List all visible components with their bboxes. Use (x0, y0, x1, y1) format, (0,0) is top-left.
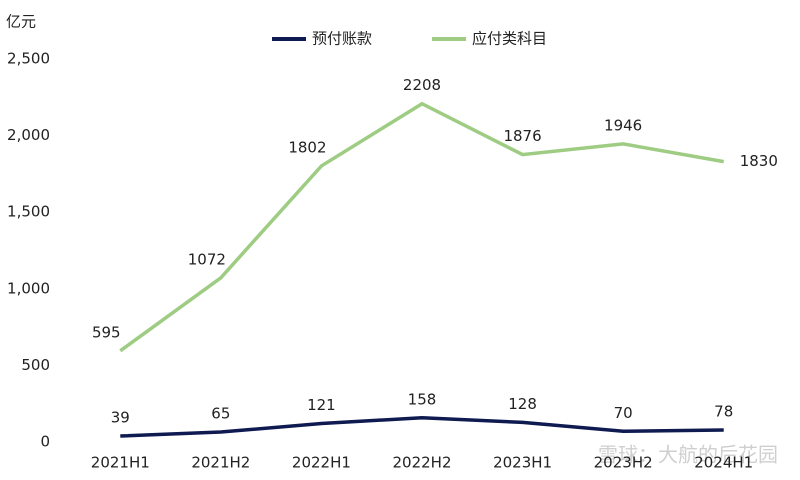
y-tick-label: 1,500 (7, 203, 50, 221)
x-tick-label: 2021H2 (191, 454, 250, 472)
legend-label: 应付类科目 (472, 30, 547, 48)
x-tick-label: 2022H2 (393, 454, 452, 472)
data-label: 70 (614, 404, 633, 422)
x-tick-label: 2024H1 (694, 454, 753, 472)
series-line (120, 416, 724, 438)
y-unit: 亿元 (6, 13, 36, 31)
data-label: 39 (111, 409, 130, 427)
y-tick-label: 1,000 (7, 279, 50, 297)
data-label: 1876 (503, 127, 541, 145)
x-tick-label: 2023H2 (594, 454, 653, 472)
watermark: 雪球：大航的后花园 (598, 443, 778, 467)
data-label: 65 (211, 405, 230, 423)
data-label: 128 (508, 395, 537, 413)
x-tick-label: 2022H1 (292, 454, 351, 472)
data-label: 1830 (740, 152, 778, 170)
y-tick-label: 500 (21, 356, 50, 374)
series-line (119, 101, 725, 353)
legend-label: 预付账款 (312, 30, 372, 48)
data-label: 158 (408, 390, 437, 408)
x-tick-label: 2023H1 (493, 454, 552, 472)
x-tick-label: 2021H1 (91, 454, 150, 472)
data-label: 2208 (403, 76, 441, 94)
y-tick-label: 2,000 (7, 126, 50, 144)
y-tick-label: 2,500 (7, 50, 50, 68)
y-tick-label: 0 (40, 433, 50, 451)
data-label: 1946 (604, 116, 642, 134)
data-label: 1802 (288, 138, 326, 156)
data-label: 1072 (188, 250, 226, 268)
data-label: 78 (714, 403, 733, 421)
data-label: 595 (92, 323, 121, 341)
data-label: 121 (307, 396, 336, 414)
